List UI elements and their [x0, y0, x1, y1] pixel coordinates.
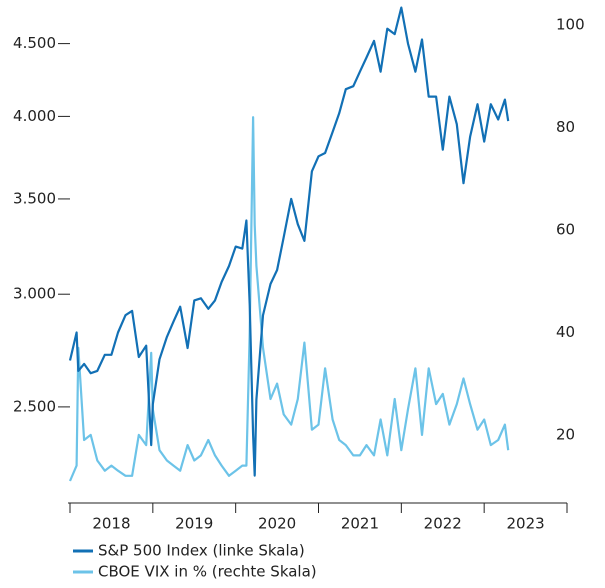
x-tick-label: 2019	[175, 515, 213, 533]
y-tick-label: 3.000	[13, 285, 56, 303]
x-tick-label: 2021	[341, 515, 379, 533]
legend-label: S&P 500 Index (linke Skala)	[98, 542, 305, 560]
y2-tick-label: 60	[556, 220, 575, 238]
legend-label: CBOE VIX in % (rechte Skala)	[98, 563, 317, 581]
y2-tick-label: 80	[556, 118, 575, 136]
y-tick-label: 2.500	[13, 397, 56, 415]
series-line	[68, 6, 510, 477]
y2-tick-label: 40	[556, 323, 575, 341]
x-tick-label: 2023	[506, 515, 544, 533]
y-tick-label: 4.500	[13, 34, 56, 52]
x-tick-label: 2018	[92, 515, 130, 533]
y-tick-label: 3.500	[13, 189, 56, 207]
x-tick-label: 2020	[258, 515, 296, 533]
series-line	[68, 116, 510, 482]
y2-tick-label: 20	[556, 425, 575, 443]
x-tick-label: 2022	[424, 515, 462, 533]
y-tick-label: 4.000	[13, 107, 56, 125]
y2-tick-label: 100	[556, 15, 585, 33]
